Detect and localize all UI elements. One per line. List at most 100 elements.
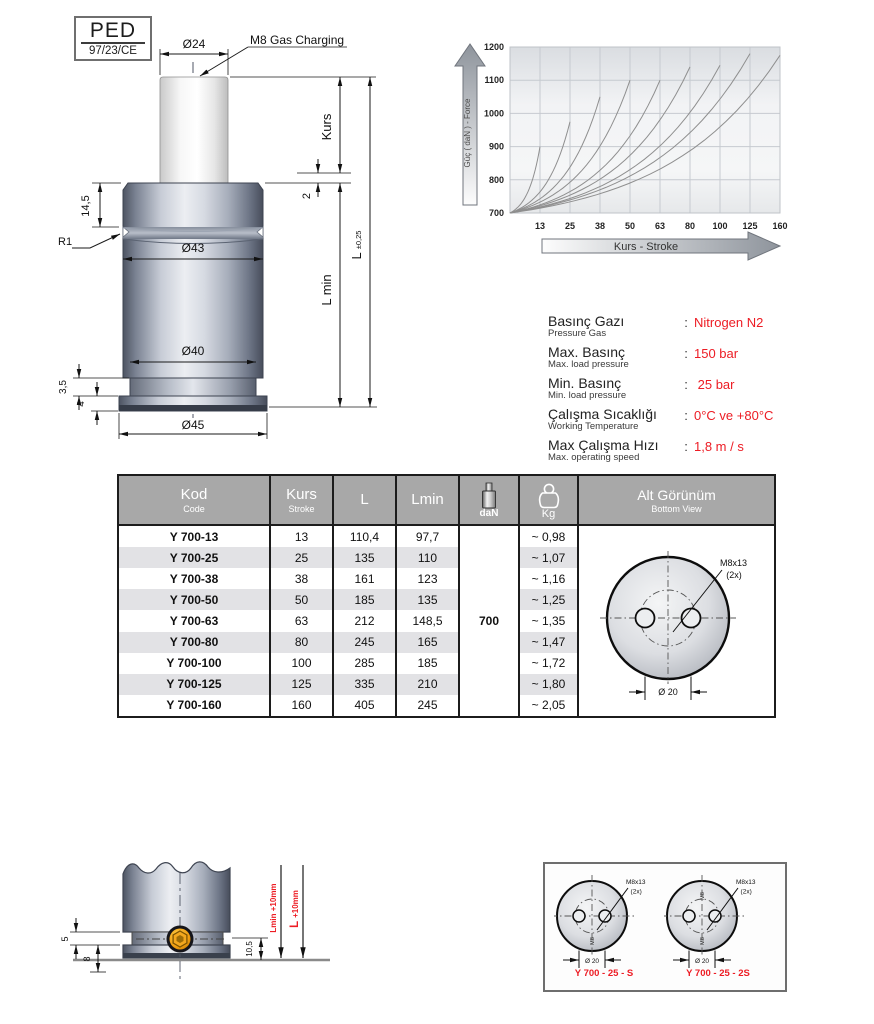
force-curve-63	[509, 79, 661, 214]
chart-y-ticks: 700 800 900 1000 1100 1200	[484, 42, 504, 218]
lmin-clearance-label: Lmin +10mm	[269, 883, 278, 932]
dim-4: 4	[76, 401, 87, 407]
cell-kurs: 63	[269, 610, 334, 632]
spec-value: 150 bar	[694, 346, 739, 361]
chart-x-ticks: 13 25 38 50 63 80 100 125 160	[535, 221, 788, 231]
spec-row: Max. Basınç Max. load pressure : 150 bar	[548, 345, 874, 370]
dim-105: 10,5	[245, 941, 254, 957]
table-row: Y 700-100 100 285 185 ~ 1,72	[117, 652, 775, 674]
table-header-row: Kod Code Kurs Stroke L Lmin daN	[117, 475, 776, 526]
col-header-lmin: Lmin	[395, 475, 460, 526]
cell-kod: Y 700-25	[117, 547, 271, 569]
model-table: Kod Code Kurs Stroke L Lmin daN	[117, 474, 776, 718]
body-groove	[123, 227, 263, 239]
spec-label: Min. Basınç	[548, 375, 622, 391]
stroke-axis-arrow	[541, 231, 782, 261]
gas-charging-label: M8 Gas Charging	[250, 33, 344, 47]
cell-kurs: 160	[269, 694, 334, 717]
table-row: Y 700-80 80 245 165 ~ 1,47	[117, 631, 775, 653]
spec-label: Basınç Gazı	[548, 313, 625, 329]
spec-colon: :	[684, 377, 688, 392]
spec-colon: :	[684, 315, 688, 330]
cell-kurs: 125	[269, 673, 334, 695]
dim-dia-body: Ø43	[182, 241, 205, 255]
mount-hole	[708, 909, 722, 923]
dim-35: 3,5	[58, 380, 69, 394]
table-row: Y 700-25 25 135 110 ~ 1,07	[117, 547, 775, 569]
gas-spring-side-drawing: Ø24 M8 Gas Charging Kurs 2 L min L±0,25 …	[58, 33, 377, 439]
table-row: Y 700-160 160 405 245 ~ 2,05	[117, 694, 775, 717]
table-row: Y 700-125 125 335 210 ~ 1,80	[117, 673, 775, 695]
dim-8: 8	[82, 956, 92, 961]
x-tick: 160	[772, 221, 787, 231]
force-chart: 700 800 900 1000 1100 1200 13 25 38 50 63 80 100 125…	[454, 42, 788, 261]
cell-lmin: 210	[395, 673, 460, 695]
groove-arc-bottom	[122, 238, 264, 244]
force-curve-100	[509, 65, 721, 214]
dim-dia-lower: Ø40	[182, 344, 205, 358]
x-tick: 80	[685, 221, 695, 231]
cell-kg: ~ 1,35	[518, 610, 579, 632]
col-header-view: Alt Görünüm Bottom View	[577, 475, 776, 526]
cell-l: 285	[332, 652, 397, 674]
bottom-view-drawing: M8x13 (2x) Ø 20	[600, 551, 747, 700]
side-port-label: M8	[700, 892, 706, 900]
cell-l: 135	[332, 547, 397, 569]
leader-line	[706, 887, 739, 931]
spec-colon: :	[684, 408, 688, 423]
cell-kurs: 50	[269, 589, 334, 611]
bottom-view-cell: M8x13 (2x) Ø 20	[577, 525, 776, 717]
flange-bottom-edge	[119, 405, 267, 411]
groove-arc-top	[122, 227, 264, 232]
undercut	[129, 377, 257, 397]
leader-line	[596, 887, 629, 931]
cell-kod: Y 700-13	[117, 525, 271, 548]
cell-lmin: 110	[395, 547, 460, 569]
x-tick: 125	[742, 221, 757, 231]
mount-hole	[572, 909, 586, 923]
chart-grid	[509, 46, 781, 214]
m8-label: M8x13	[626, 879, 646, 886]
cell-kg: ~ 1,16	[518, 568, 579, 590]
cut-cylinder-body	[122, 861, 231, 933]
dia-label: Ø 20	[585, 958, 599, 965]
table-row: Y 700-50 50 185 135 ~ 1,25	[117, 589, 775, 611]
variant-s-name: Y 700 - 25 - S	[574, 968, 634, 979]
x-tick: 100	[712, 221, 727, 231]
spec-row: Min. Basınç Min. load pressure : 25 bar	[548, 376, 874, 401]
l-clearance-label: L+10mm	[289, 890, 301, 928]
mounting-drawing: 5 8 10,5 Lmin +10mm L+10mm	[60, 861, 330, 983]
cell-kod: Y 700-125	[117, 673, 271, 695]
groove-notch-left	[122, 226, 130, 238]
spec-row: Max Çalışma Hızı Max. operating speed : 1…	[548, 438, 874, 463]
side-port-label: M8	[590, 937, 596, 945]
force-curve-80	[509, 66, 691, 214]
cell-kurs: 13	[269, 525, 334, 548]
m8-label: M8x13	[736, 879, 756, 886]
cell-lmin: 245	[395, 694, 460, 717]
m8-label: M8x13	[720, 558, 747, 568]
col-header-kod: Kod Code	[117, 475, 271, 526]
spec-colon: :	[684, 439, 688, 454]
spec-value: Nitrogen N2	[694, 315, 764, 330]
spec-value: 25 bar	[694, 377, 735, 392]
gas-spring-icon	[460, 482, 518, 509]
x-tick: 63	[655, 221, 665, 231]
cell-kurs: 80	[269, 631, 334, 653]
cell-kod: Y 700-80	[117, 631, 271, 653]
cell-kod: Y 700-50	[117, 589, 271, 611]
y-tick: 1200	[484, 42, 504, 52]
cell-kod: Y 700-38	[117, 568, 271, 590]
dia-label: Ø 20	[695, 958, 709, 965]
cut-flange-edge	[123, 953, 230, 958]
cell-kurs: 38	[269, 568, 334, 590]
force-curve-125	[509, 53, 751, 214]
force-curve-38	[509, 96, 601, 214]
spec-value: 0°C ve +80°C	[694, 408, 774, 423]
cell-l: 110,4	[332, 525, 397, 548]
dim-dia-flange: Ø45	[182, 418, 205, 432]
side-port-label: M8	[700, 937, 706, 945]
cell-l: 212	[332, 610, 397, 632]
cell-kg: ~ 1,25	[518, 589, 579, 611]
groove-notch-right	[256, 226, 264, 238]
